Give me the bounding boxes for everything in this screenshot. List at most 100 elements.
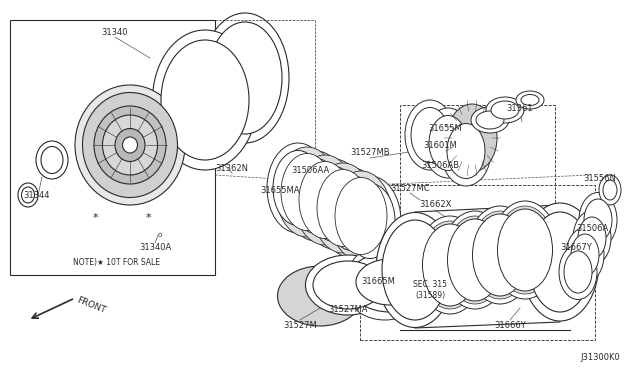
Ellipse shape xyxy=(382,220,448,320)
Ellipse shape xyxy=(350,272,420,320)
Text: 31665M: 31665M xyxy=(361,278,395,286)
Ellipse shape xyxy=(303,159,365,249)
Ellipse shape xyxy=(102,115,157,175)
Ellipse shape xyxy=(486,97,524,123)
Ellipse shape xyxy=(41,147,63,173)
Ellipse shape xyxy=(584,199,612,241)
Ellipse shape xyxy=(416,216,484,314)
Ellipse shape xyxy=(22,187,35,203)
Ellipse shape xyxy=(571,234,599,276)
Ellipse shape xyxy=(495,206,555,294)
Ellipse shape xyxy=(201,13,289,143)
Ellipse shape xyxy=(36,141,68,179)
Text: 31662X: 31662X xyxy=(419,199,451,208)
Text: 31527MC: 31527MC xyxy=(390,183,430,192)
Text: 31340A: 31340A xyxy=(139,244,171,253)
Text: 31655MA: 31655MA xyxy=(260,186,300,195)
Ellipse shape xyxy=(466,206,534,304)
Text: 31361: 31361 xyxy=(507,103,533,112)
Text: FRONT: FRONT xyxy=(75,295,107,315)
Ellipse shape xyxy=(491,201,559,299)
Text: NOTE)★ 10T FOR SALE: NOTE)★ 10T FOR SALE xyxy=(73,257,160,266)
Text: 31340: 31340 xyxy=(102,28,128,36)
Ellipse shape xyxy=(445,216,505,304)
Ellipse shape xyxy=(422,224,477,306)
Ellipse shape xyxy=(423,108,473,178)
Ellipse shape xyxy=(313,261,383,309)
Ellipse shape xyxy=(18,183,38,207)
Ellipse shape xyxy=(267,143,329,233)
Ellipse shape xyxy=(599,175,621,205)
Ellipse shape xyxy=(447,219,502,301)
Ellipse shape xyxy=(603,180,617,200)
Ellipse shape xyxy=(208,22,282,134)
Ellipse shape xyxy=(281,154,333,231)
Text: 31344: 31344 xyxy=(24,190,51,199)
Text: 31667Y: 31667Y xyxy=(560,244,592,253)
Ellipse shape xyxy=(152,30,257,170)
Ellipse shape xyxy=(305,255,390,315)
Ellipse shape xyxy=(161,40,249,160)
Text: 31527MA: 31527MA xyxy=(328,305,368,314)
Text: 31556N: 31556N xyxy=(584,173,616,183)
Ellipse shape xyxy=(566,228,604,282)
Text: SEC. 315
(31589): SEC. 315 (31589) xyxy=(413,280,447,300)
Ellipse shape xyxy=(94,106,166,184)
Text: *: * xyxy=(92,213,98,223)
Ellipse shape xyxy=(278,266,362,326)
Ellipse shape xyxy=(471,107,509,133)
Ellipse shape xyxy=(521,203,599,321)
Ellipse shape xyxy=(115,128,145,161)
Ellipse shape xyxy=(321,168,383,258)
Ellipse shape xyxy=(441,211,509,309)
Ellipse shape xyxy=(579,192,617,247)
Ellipse shape xyxy=(411,108,449,163)
Ellipse shape xyxy=(291,158,341,234)
Ellipse shape xyxy=(273,151,323,225)
Bar xyxy=(10,20,215,275)
Ellipse shape xyxy=(299,161,351,238)
Ellipse shape xyxy=(516,91,544,109)
Text: 31506A: 31506A xyxy=(576,224,608,232)
Ellipse shape xyxy=(447,124,485,179)
Ellipse shape xyxy=(122,137,138,153)
Ellipse shape xyxy=(573,211,611,266)
Text: o: o xyxy=(158,232,162,238)
Ellipse shape xyxy=(476,111,504,129)
Ellipse shape xyxy=(276,147,338,237)
Ellipse shape xyxy=(429,115,467,170)
Ellipse shape xyxy=(447,104,497,172)
Text: 31666Y: 31666Y xyxy=(494,321,526,330)
Text: 31362N: 31362N xyxy=(216,164,248,173)
Ellipse shape xyxy=(521,94,539,106)
Text: 31601M: 31601M xyxy=(423,141,457,150)
Ellipse shape xyxy=(472,214,527,296)
Ellipse shape xyxy=(350,246,420,294)
Text: 31506AB: 31506AB xyxy=(421,160,459,170)
Ellipse shape xyxy=(578,217,606,259)
Ellipse shape xyxy=(309,167,359,241)
Text: 31527M: 31527M xyxy=(283,321,317,330)
Ellipse shape xyxy=(529,212,591,312)
Ellipse shape xyxy=(345,183,395,259)
Ellipse shape xyxy=(285,151,347,241)
Ellipse shape xyxy=(339,176,401,266)
Ellipse shape xyxy=(330,171,392,261)
Ellipse shape xyxy=(294,155,356,245)
Ellipse shape xyxy=(564,251,592,293)
Ellipse shape xyxy=(420,221,480,309)
Bar xyxy=(360,185,595,340)
Text: *: * xyxy=(145,213,151,223)
Ellipse shape xyxy=(356,259,424,305)
Ellipse shape xyxy=(312,163,374,253)
Ellipse shape xyxy=(327,176,377,250)
Ellipse shape xyxy=(83,93,177,198)
Ellipse shape xyxy=(470,211,530,299)
Ellipse shape xyxy=(317,170,369,247)
Ellipse shape xyxy=(335,177,387,254)
Text: J31300K0: J31300K0 xyxy=(580,353,620,362)
Ellipse shape xyxy=(348,252,433,312)
Ellipse shape xyxy=(491,101,519,119)
Text: 31655M: 31655M xyxy=(428,124,462,132)
Ellipse shape xyxy=(441,116,491,186)
